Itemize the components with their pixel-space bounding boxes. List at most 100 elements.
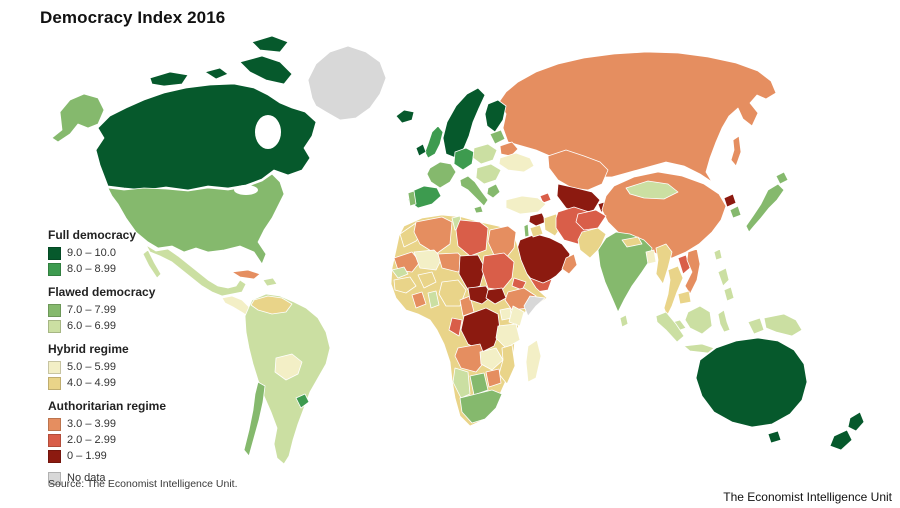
great-lakes [234, 185, 258, 195]
region-thailand [663, 265, 684, 317]
region-new-zealand-north [847, 411, 865, 432]
region-canada-island [204, 67, 229, 80]
legend-item: 8.0 – 8.99 [48, 261, 198, 277]
region-taiwan [713, 248, 723, 261]
region-central-african-republic [467, 285, 493, 305]
region-poland-czech [472, 143, 498, 165]
legend-group-authoritarian-regime: Authoritarian regime [48, 399, 167, 413]
region-mali [413, 249, 443, 271]
region-russia [498, 51, 777, 183]
region-sumatra [655, 311, 685, 343]
region-mozambique [498, 344, 516, 385]
region-jordan [529, 224, 544, 238]
region-pakistan [577, 227, 607, 259]
region-papua-new-guinea [763, 313, 803, 337]
legend-group-hybrid-regime: Hybrid regime [48, 342, 129, 356]
region-libya [455, 219, 489, 257]
region-tasmania [767, 430, 782, 444]
region-canada [95, 83, 317, 191]
region-canada-island [239, 55, 293, 85]
region-borneo [684, 305, 713, 335]
region-hispaniola [262, 277, 278, 287]
legend-item: 7.0 – 7.99 [48, 302, 198, 318]
region-bangladesh [645, 249, 657, 265]
region-algeria [413, 216, 453, 255]
legend-item: 2.0 – 2.99 [48, 432, 198, 448]
region-namibia [452, 367, 471, 399]
region-tanzania [495, 323, 521, 349]
region-philippines [723, 286, 735, 302]
legend-item: 4.0 – 4.99 [48, 375, 198, 391]
region-bolivia [274, 353, 303, 381]
region-somalia [523, 295, 546, 317]
region-hokkaido [775, 171, 789, 185]
region-uruguay [295, 393, 310, 409]
region-belarus [499, 141, 519, 157]
region-west-papua [747, 317, 765, 335]
region-australia [695, 337, 808, 428]
region-botswana [469, 372, 489, 396]
region-vietnam [684, 248, 701, 295]
legend-item: 5.0 – 5.99 [48, 359, 198, 375]
legend-item: 6.0 – 6.99 [48, 318, 198, 334]
caspian-sea [546, 172, 556, 196]
region-chile [243, 381, 266, 457]
region-baltics [489, 129, 506, 145]
legend-item: 9.0 – 10.0 [48, 245, 198, 261]
region-italy [459, 175, 489, 207]
region-iceland [395, 109, 415, 124]
region-uzbekistan-turkmenistan [556, 183, 601, 215]
region-zambia [479, 347, 504, 371]
region-nepal [621, 236, 643, 248]
region-cuba [231, 269, 261, 280]
region-scandinavia [442, 87, 486, 159]
legend-item-no-data: No data [48, 470, 198, 486]
region-mauritania [393, 251, 421, 273]
legend-swatch-c9 [48, 246, 61, 260]
region-zimbabwe [485, 368, 502, 388]
region-congo-gabon [448, 317, 463, 337]
region-mexico [145, 244, 247, 297]
region-uk [424, 125, 444, 159]
source-note: Source: The Economist Intelligence Unit. [48, 478, 238, 490]
region-ukraine [498, 152, 535, 173]
legend-swatch-c1 [48, 449, 61, 463]
legend-item: 3.0 – 3.99 [48, 416, 198, 432]
legend-group-flawed-democracy: Flawed democracy [48, 285, 156, 299]
region-india [597, 231, 653, 313]
region-turkey [505, 195, 547, 215]
region-israel [523, 223, 530, 238]
attribution: The Economist Intelligence Unit [723, 490, 892, 504]
region-guinea [393, 276, 417, 294]
region-ireland [415, 143, 427, 157]
region-philippines [717, 267, 730, 287]
region-oman [561, 253, 578, 275]
region-japan [745, 183, 785, 233]
legend-swatch-c3 [48, 417, 61, 431]
legend-swatch-c7 [48, 303, 61, 317]
page-title: Democracy Index 2016 [40, 8, 226, 27]
region-syria [528, 212, 547, 227]
region-alaska [51, 93, 105, 143]
region-france [426, 161, 457, 189]
region-greenland [307, 45, 387, 121]
region-sudan [481, 252, 515, 291]
region-south-korea [729, 205, 742, 219]
region-north-korea [723, 193, 737, 208]
region-canada-island [251, 35, 289, 53]
region-baja [142, 249, 162, 279]
region-usa [107, 173, 285, 265]
region-new-zealand-south [829, 429, 853, 451]
region-south-sudan [485, 287, 507, 305]
region-ivory-coast [411, 291, 427, 309]
legend-swatch-c4 [48, 376, 61, 390]
legend-swatch-c5 [48, 360, 61, 374]
legend-swatch-c2 [48, 433, 61, 447]
region-south-africa [459, 389, 503, 424]
region-balkans [475, 163, 502, 185]
region-chad [458, 254, 486, 291]
region-java [683, 343, 715, 354]
region-myanmar [655, 243, 673, 285]
